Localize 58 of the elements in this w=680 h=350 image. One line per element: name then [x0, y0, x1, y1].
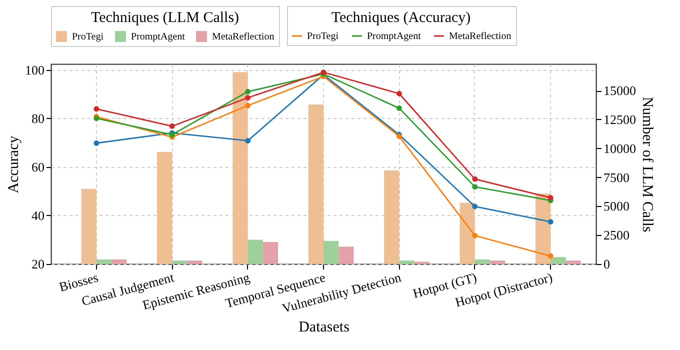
- bar: [232, 72, 248, 264]
- text: Techniques (Accuracy): [331, 10, 471, 26]
- bar: [384, 170, 400, 264]
- bar: [460, 202, 475, 264]
- y2-axis-title: Number of LLM Calls: [639, 96, 655, 232]
- text: Techniques (LLM Calls): [90, 10, 240, 26]
- point: [548, 253, 554, 259]
- legend-label: PromptAgent: [367, 31, 422, 42]
- bar: [324, 240, 339, 264]
- y2-tick-label: 10000: [604, 140, 636, 156]
- point: [245, 102, 251, 108]
- y2-tick-label: 0: [604, 256, 610, 272]
- y2-tick-label: 2500: [604, 228, 630, 243]
- point: [245, 138, 251, 144]
- bar: [566, 260, 581, 264]
- y2-tick-label: 5000: [604, 198, 630, 214]
- legend-label: MetaReflection: [449, 31, 512, 42]
- legend-label: ProTegi: [307, 31, 339, 42]
- y-tick-label: 60: [32, 159, 44, 174]
- point: [396, 90, 402, 96]
- bar: [81, 188, 96, 264]
- legend-label: ProTegi: [72, 32, 104, 43]
- point: [396, 105, 402, 111]
- legend-label: PromptAgent: [131, 32, 186, 43]
- bar: [550, 257, 566, 264]
- y2-tick-label: 15000: [604, 83, 636, 98]
- bar: [172, 260, 188, 264]
- bar: [96, 259, 112, 264]
- bar: [248, 240, 263, 264]
- bar: [490, 260, 506, 264]
- point: [94, 106, 100, 112]
- point: [169, 123, 175, 129]
- y-tick-label: 20: [32, 256, 44, 272]
- point: [472, 184, 478, 190]
- point: [472, 204, 478, 210]
- bar: [399, 260, 414, 264]
- bar: [112, 259, 127, 264]
- y-tick-label: 100: [25, 62, 44, 78]
- bar: [187, 260, 202, 264]
- point: [548, 195, 554, 200]
- y-tick-label: 40: [32, 208, 44, 223]
- bar: [338, 246, 354, 264]
- bar: [262, 242, 278, 264]
- point: [245, 88, 251, 94]
- y2-tick-label: 7500: [604, 170, 630, 185]
- bar: [156, 152, 172, 264]
- bar: [474, 259, 490, 264]
- bar: [308, 104, 324, 264]
- point: [472, 232, 478, 238]
- legend-label: MetaReflection: [212, 32, 274, 43]
- y2-tick-label: 12500: [604, 112, 636, 127]
- point: [472, 176, 478, 182]
- point: [245, 95, 251, 100]
- y-axis-title: Accuracy: [6, 135, 22, 194]
- point: [548, 219, 554, 224]
- y-tick-label: 80: [32, 110, 44, 126]
- x-axis-title: Datasets: [298, 320, 350, 336]
- point: [94, 140, 100, 146]
